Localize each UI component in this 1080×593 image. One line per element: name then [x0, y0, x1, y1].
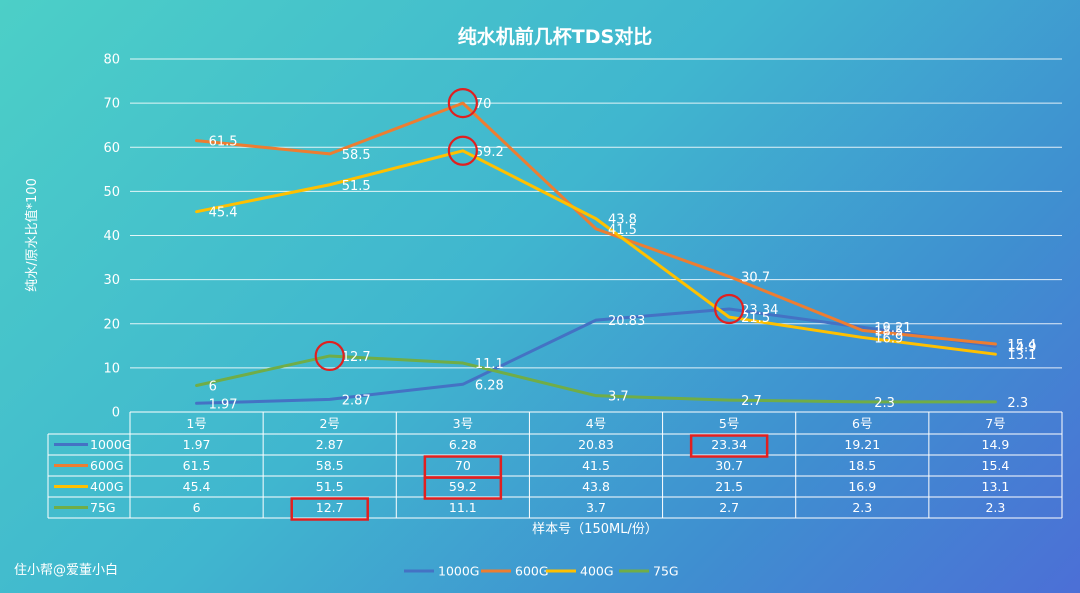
highlight-circle	[447, 135, 478, 166]
y-tick-label: 50	[103, 185, 120, 200]
data-label: 61.5	[209, 135, 238, 150]
table-cell: 58.5	[316, 458, 344, 473]
table-series-name: 600G	[90, 458, 124, 473]
data-label: 14.9	[1007, 340, 1036, 355]
data-label: 6.28	[475, 378, 504, 393]
data-label: 12.7	[342, 350, 371, 365]
y-tick-label: 80	[103, 53, 120, 68]
table-cell: 12.7	[316, 500, 344, 515]
data-label: 6	[209, 380, 217, 395]
x-tick-label: 5号	[719, 416, 739, 431]
table-cell: 2.87	[316, 437, 344, 452]
y-tick-label: 0	[112, 406, 120, 421]
y-tick-label: 10	[103, 361, 120, 376]
x-tick-label: 3号	[453, 416, 473, 431]
x-tick-label: 7号	[985, 416, 1005, 431]
table-cell: 19.21	[844, 437, 880, 452]
data-label: 13.1	[1007, 348, 1036, 363]
table-cell: 59.2	[449, 479, 477, 494]
table-series-name: 1000G	[90, 437, 132, 452]
data-label: 59.2	[475, 145, 504, 160]
data-label: 18.5	[874, 324, 903, 339]
table-cell: 18.5	[848, 458, 876, 473]
data-label: 43.8	[608, 213, 637, 228]
table-cell: 16.9	[848, 479, 876, 494]
chart-title: 纯水机前几杯TDS对比	[458, 25, 652, 48]
x-axis-label: 样本号（150ML/份）	[532, 522, 658, 537]
legend-label: 400G	[580, 564, 614, 579]
table-cell: 21.5	[715, 479, 743, 494]
table-cell: 23.34	[711, 437, 747, 452]
legend-label: 75G	[653, 564, 679, 579]
data-label: 58.5	[342, 148, 371, 163]
table-cell: 51.5	[316, 479, 344, 494]
data-label: 51.5	[342, 179, 371, 194]
highlight-circle	[447, 88, 478, 119]
table-cell: 3.7	[586, 500, 606, 515]
watermark: 住小帮@爱董小白	[14, 562, 118, 578]
table-cell: 30.7	[715, 458, 743, 473]
data-label: 23.34	[741, 303, 778, 318]
table-cell: 41.5	[582, 458, 610, 473]
series-line-400G	[195, 149, 997, 356]
y-axis-label: 纯水/原水比值*100	[24, 178, 40, 292]
table-cell: 14.9	[982, 437, 1010, 452]
data-label: 1.97	[209, 397, 238, 412]
data-label: 20.83	[608, 314, 645, 329]
table-cell: 70	[455, 458, 471, 473]
legend-label: 1000G	[438, 564, 480, 579]
y-tick-label: 20	[103, 317, 120, 332]
series-line-600G	[195, 101, 997, 346]
data-label: 15.4	[1007, 338, 1036, 353]
table-cell: 61.5	[183, 458, 211, 473]
table-cell: 2.3	[852, 500, 872, 515]
y-tick-label: 70	[103, 97, 120, 112]
data-label: 3.7	[608, 390, 629, 405]
x-tick-label: 6号	[852, 416, 872, 431]
table-cell: 11.1	[449, 500, 477, 515]
x-tick-label: 4号	[586, 416, 606, 431]
data-label: 45.4	[209, 206, 238, 221]
table-cell: 45.4	[183, 479, 211, 494]
table-cell: 6	[193, 500, 201, 515]
data-label: 70	[475, 97, 492, 112]
highlight-box	[689, 434, 769, 458]
highlight-box	[290, 497, 369, 521]
x-tick-label: 1号	[186, 416, 206, 431]
table-cell: 43.8	[582, 479, 610, 494]
data-label: 16.9	[874, 331, 903, 346]
data-label: 11.1	[475, 357, 504, 372]
y-tick-label: 30	[103, 273, 120, 288]
y-tick-label: 60	[103, 141, 120, 156]
y-tick-label: 40	[103, 229, 120, 244]
table-cell: 6.28	[449, 437, 477, 452]
table-cell: 20.83	[578, 437, 614, 452]
highlight-circle	[714, 293, 745, 325]
data-label: 41.5	[608, 223, 637, 238]
data-label: 2.7	[741, 394, 762, 409]
table-series-name: 75G	[90, 500, 116, 515]
highlight-circle	[314, 340, 345, 372]
table-cell: 2.3	[985, 500, 1005, 515]
data-label: 2.3	[1007, 396, 1028, 411]
series-line-75G	[195, 354, 997, 404]
data-label: 2.87	[342, 393, 371, 408]
data-label: 19.21	[874, 321, 911, 336]
table-cell: 1.97	[183, 437, 211, 452]
table-cell: 13.1	[982, 479, 1010, 494]
table-cell: 2.7	[719, 500, 739, 515]
series-line-1000G	[195, 307, 997, 405]
legend-label: 600G	[515, 564, 549, 579]
table-cell: 15.4	[982, 458, 1010, 473]
highlight-box	[423, 476, 503, 500]
x-tick-label: 2号	[319, 416, 339, 431]
data-label: 30.7	[741, 271, 770, 286]
data-label: 21.5	[741, 311, 770, 326]
table-series-name: 400G	[90, 479, 124, 494]
data-label: 2.3	[874, 396, 895, 411]
